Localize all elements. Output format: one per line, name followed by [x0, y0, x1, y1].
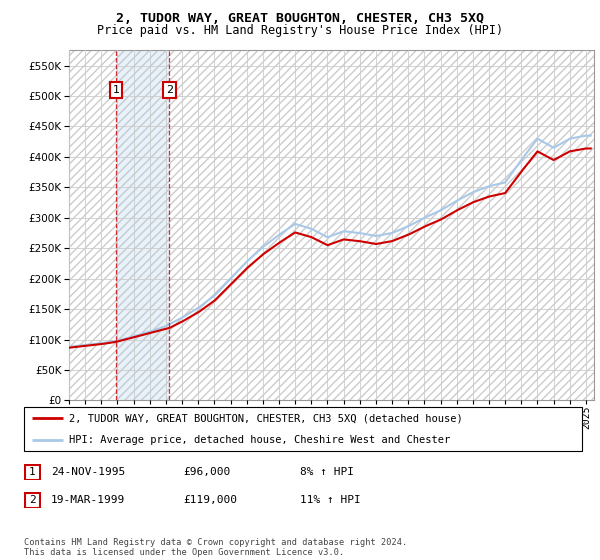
Text: 1: 1 — [29, 467, 36, 477]
Text: 2: 2 — [166, 85, 173, 95]
Text: 24-NOV-1995: 24-NOV-1995 — [51, 466, 125, 477]
Text: HPI: Average price, detached house, Cheshire West and Chester: HPI: Average price, detached house, Ches… — [68, 435, 450, 445]
Text: 8% ↑ HPI: 8% ↑ HPI — [300, 466, 354, 477]
Text: £96,000: £96,000 — [183, 466, 230, 477]
Text: 11% ↑ HPI: 11% ↑ HPI — [300, 494, 361, 505]
Text: 1: 1 — [112, 85, 119, 95]
Text: Price paid vs. HM Land Registry's House Price Index (HPI): Price paid vs. HM Land Registry's House … — [97, 24, 503, 36]
FancyBboxPatch shape — [25, 493, 40, 507]
Text: 2, TUDOR WAY, GREAT BOUGHTON, CHESTER, CH3 5XQ: 2, TUDOR WAY, GREAT BOUGHTON, CHESTER, C… — [116, 12, 484, 25]
FancyBboxPatch shape — [24, 407, 582, 451]
Text: 19-MAR-1999: 19-MAR-1999 — [51, 494, 125, 505]
Text: Contains HM Land Registry data © Crown copyright and database right 2024.
This d: Contains HM Land Registry data © Crown c… — [24, 538, 407, 557]
Text: 2, TUDOR WAY, GREAT BOUGHTON, CHESTER, CH3 5XQ (detached house): 2, TUDOR WAY, GREAT BOUGHTON, CHESTER, C… — [68, 413, 463, 423]
Text: £119,000: £119,000 — [183, 494, 237, 505]
Bar — [116, 50, 169, 400]
FancyBboxPatch shape — [25, 465, 40, 479]
Text: 2: 2 — [29, 495, 36, 505]
